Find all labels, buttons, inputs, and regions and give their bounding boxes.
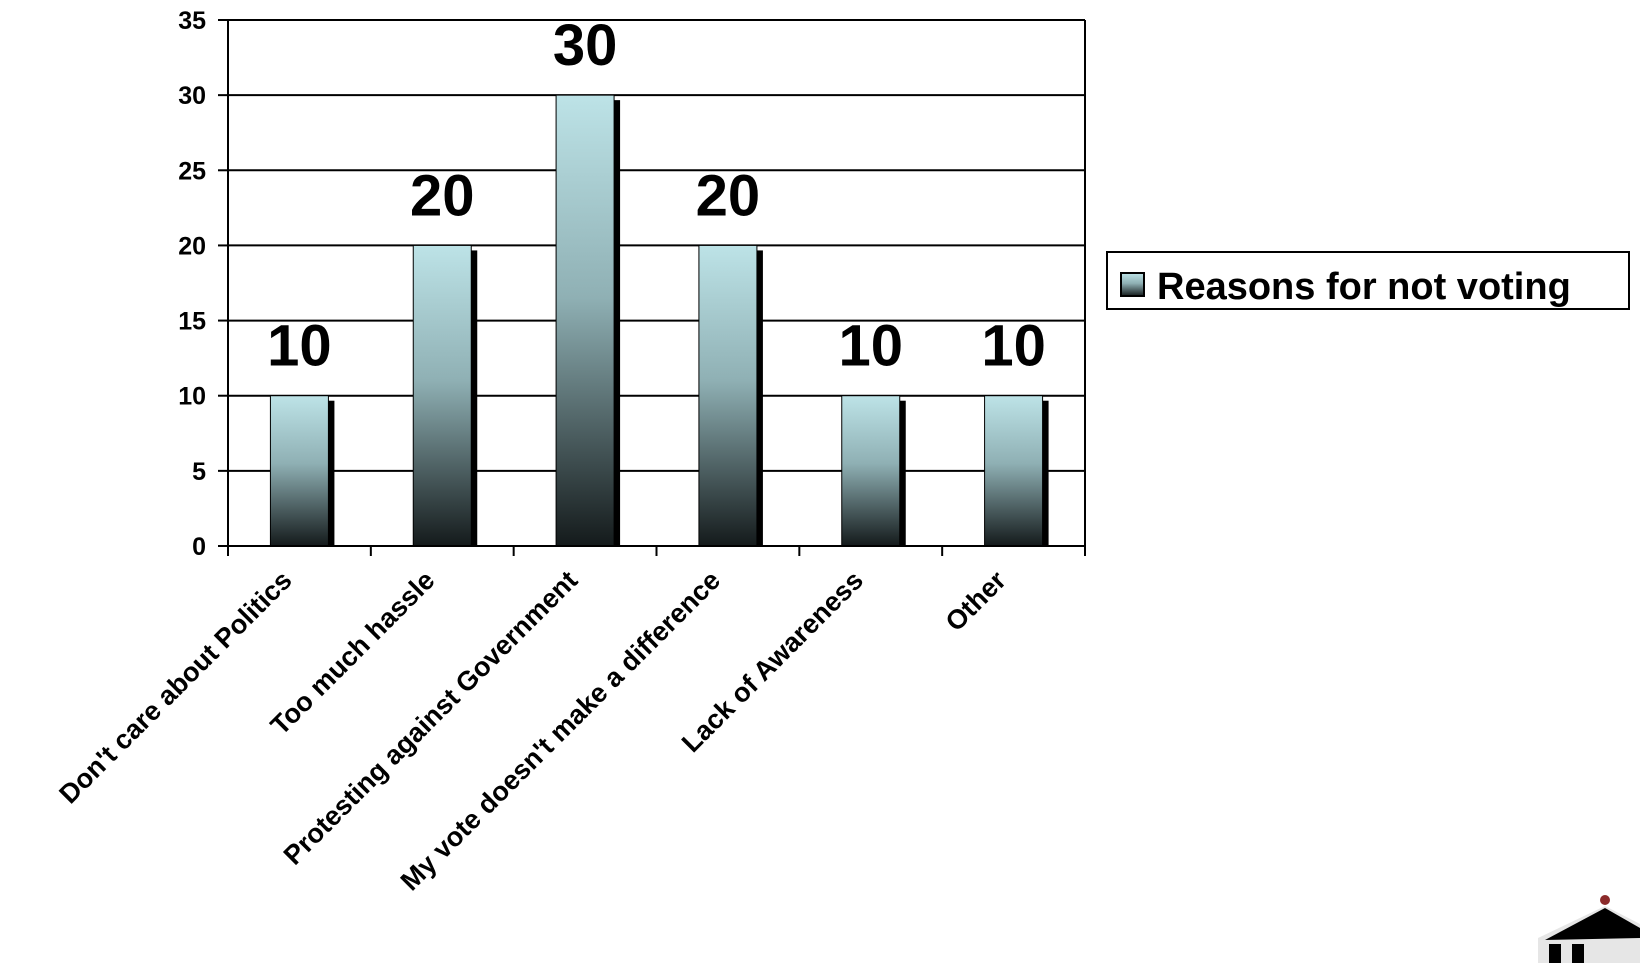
y-tick-label: 15 (178, 308, 206, 336)
data-label: 20 (696, 163, 761, 228)
y-tick-label: 20 (178, 232, 206, 260)
x-category-label: Other (940, 565, 1012, 637)
bar (269, 395, 329, 547)
bars (269, 94, 1049, 547)
gridlines (228, 19, 1085, 472)
legend-box (1106, 251, 1630, 310)
y-tick-label: 5 (192, 458, 206, 486)
legend-entry: Reasons for not voting (1157, 266, 1571, 308)
data-label: 10 (838, 314, 903, 379)
data-label: 10 (981, 314, 1046, 379)
data-labels: 10 20 30 20 10 10 (267, 13, 1046, 379)
legend-swatch (1120, 272, 1145, 297)
y-tick-label: 10 (178, 383, 206, 411)
axes (227, 20, 1086, 556)
x-category-label: Protesting against Government (278, 565, 584, 871)
data-label: 10 (267, 314, 332, 379)
bar (412, 244, 472, 547)
y-tick-label: 30 (178, 82, 206, 110)
bar (984, 395, 1044, 547)
data-label: 30 (553, 13, 618, 78)
data-label: 20 (410, 163, 475, 228)
y-tick-label: 35 (178, 7, 206, 35)
x-category-label: Don't care about Politics (53, 565, 297, 809)
x-category-label: My vote doesn't make a difference (395, 565, 726, 896)
y-axis-ticks: 0 5 10 15 20 25 30 35 (178, 7, 228, 561)
bar (698, 244, 758, 547)
y-tick-label: 25 (178, 157, 206, 185)
y-tick-label: 0 (192, 533, 206, 561)
corner-logo (1538, 895, 1640, 963)
bar (555, 94, 615, 547)
legend: Reasons for not voting (1106, 251, 1630, 310)
bar (841, 395, 901, 547)
